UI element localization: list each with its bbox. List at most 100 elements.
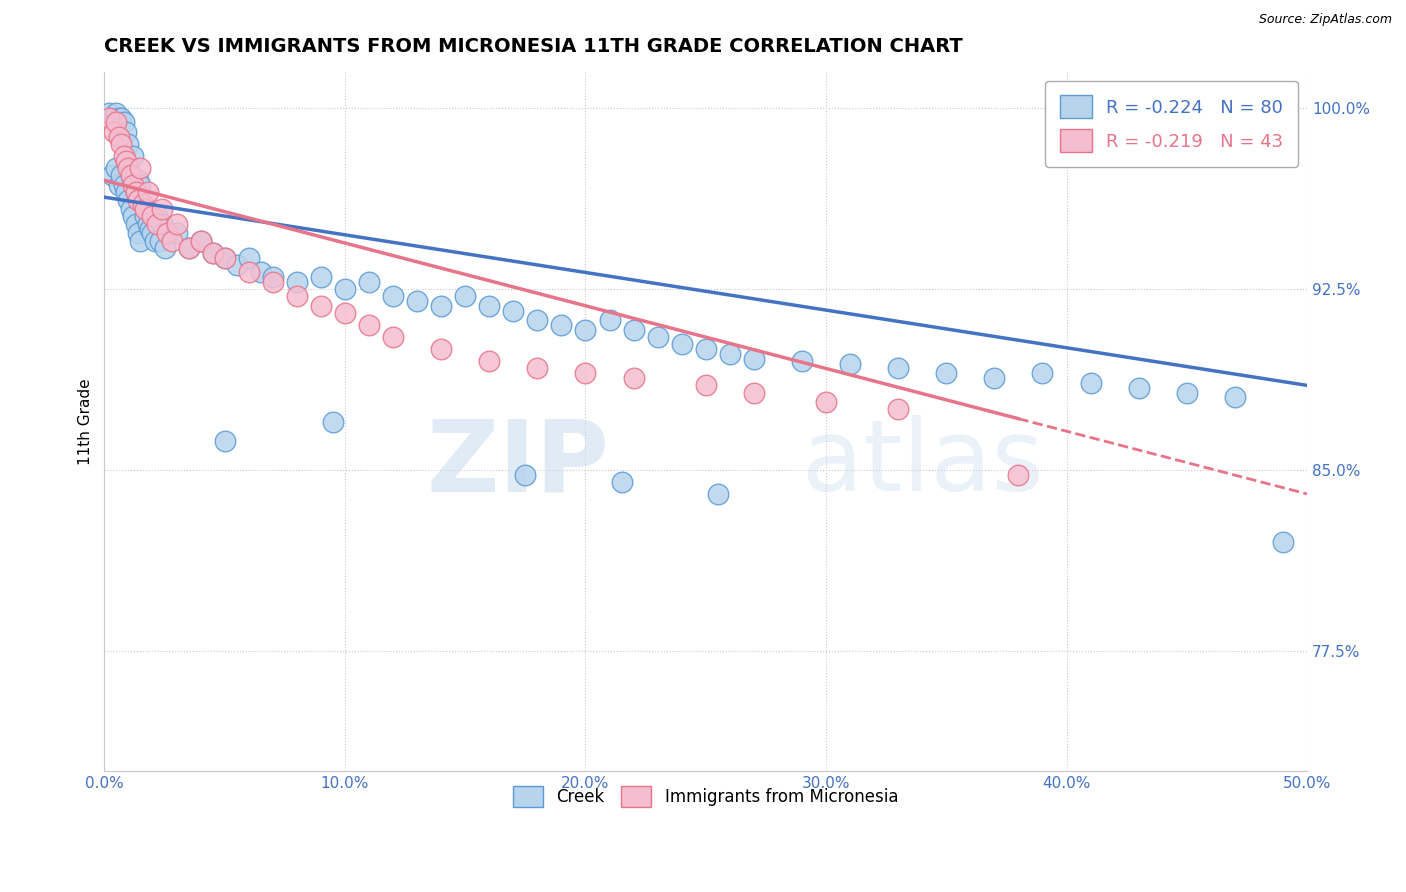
Point [150,202,173,217]
Point [454,289,477,303]
Point [127,193,149,207]
Point [322,415,344,429]
Point [124,217,146,231]
Point [515,467,537,482]
Point [1080,376,1102,390]
Point [695,342,717,356]
Point [108,129,131,144]
Point [122,178,145,193]
Point [647,330,669,344]
Point [146,210,169,224]
Point [153,241,176,255]
Point [134,210,156,224]
Point [742,351,765,366]
Text: atlas: atlas [801,415,1043,512]
Point [146,217,169,231]
Point [1031,367,1053,381]
Point [105,115,128,129]
Point [110,111,132,125]
Point [127,173,149,187]
Point [382,289,405,303]
Point [718,347,741,361]
Point [98,105,121,120]
Point [115,154,138,169]
Point [201,245,224,260]
Point [357,275,380,289]
Point [134,202,156,217]
Point [214,251,236,265]
Point [382,330,405,344]
Text: Source: ZipAtlas.com: Source: ZipAtlas.com [1258,13,1392,27]
Point [120,169,142,183]
Point [117,137,139,152]
Point [526,361,548,376]
Point [132,197,155,211]
Point [430,299,453,313]
Point [1175,385,1198,400]
Point [814,395,837,409]
Point [887,361,910,376]
Point [112,149,135,163]
Point [166,227,188,241]
Point [214,251,236,265]
Point [117,161,139,176]
Point [100,169,122,183]
Point [143,234,166,248]
Point [124,186,146,200]
Point [887,402,910,417]
Point [120,202,142,217]
Point [108,178,131,193]
Point [103,111,125,125]
Text: CREEK VS IMMIGRANTS FROM MICRONESIA 11TH GRADE CORRELATION CHART: CREEK VS IMMIGRANTS FROM MICRONESIA 11TH… [104,37,963,56]
Point [190,234,212,248]
Point [574,367,596,381]
Point [150,217,173,231]
Point [285,275,308,289]
Point [406,293,429,308]
Point [124,186,146,200]
Point [610,475,633,489]
Point [129,234,152,248]
Point [112,115,135,129]
Point [160,234,183,248]
Point [177,241,200,255]
Point [526,313,548,327]
Point [309,299,332,313]
Point [129,178,152,193]
Point [132,197,155,211]
Point [623,323,645,337]
Point [574,323,596,337]
Point [742,385,765,400]
Point [177,241,200,255]
Point [110,137,132,152]
Point [117,193,139,207]
Point [333,306,356,320]
Point [935,367,957,381]
Point [1272,535,1295,549]
Point [262,275,284,289]
Point [129,161,152,176]
Point [790,354,813,368]
Point [120,169,142,183]
Point [115,186,138,200]
Point [141,210,163,224]
Point [110,169,132,183]
Point [238,265,260,279]
Point [262,269,284,284]
Point [1128,381,1150,395]
Text: ZIP: ZIP [426,415,610,512]
Point [249,265,271,279]
Point [122,210,145,224]
Point [115,125,138,139]
Point [166,217,188,231]
Point [136,217,159,231]
Point [201,245,224,260]
Point [983,371,1005,385]
Point [136,186,159,200]
Point [478,299,501,313]
Point [190,234,212,248]
Point [225,258,247,272]
Point [112,178,135,193]
Point [839,357,862,371]
Point [149,234,172,248]
